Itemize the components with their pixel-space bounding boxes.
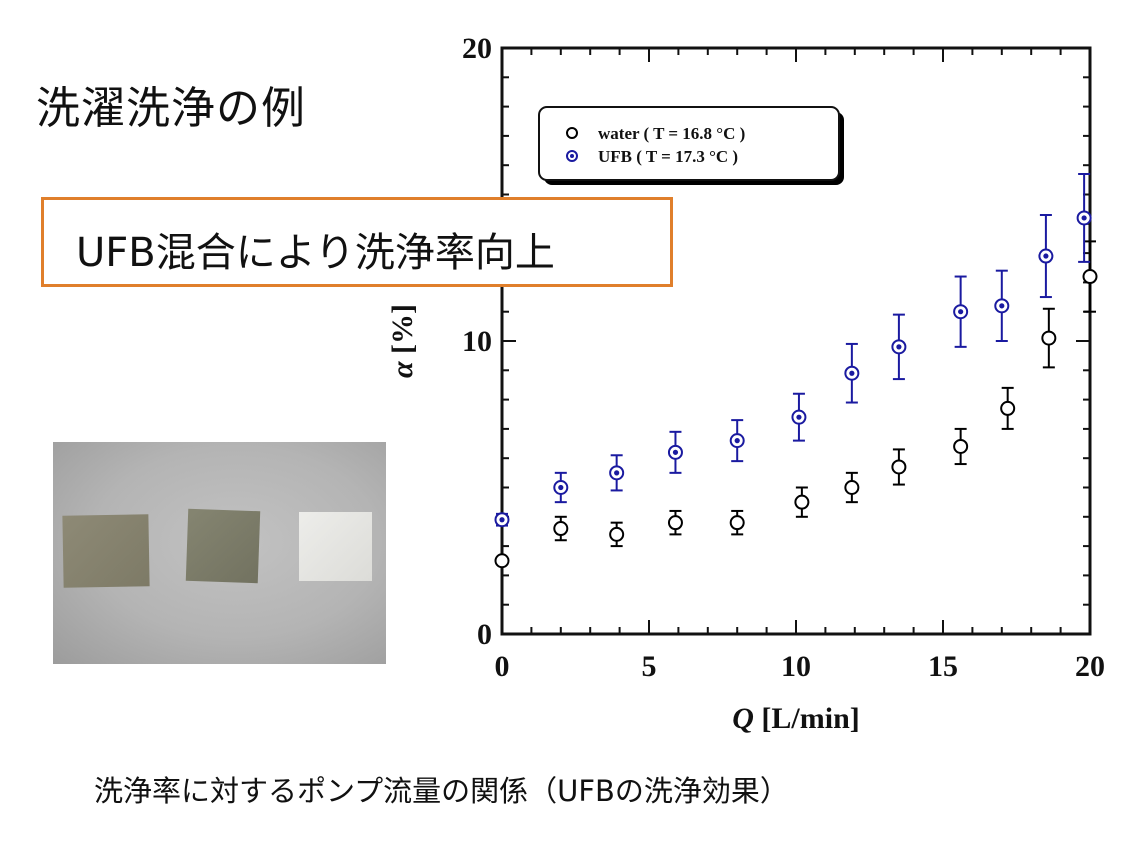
data-point-dot xyxy=(499,517,505,523)
x-axis-symbol: Q xyxy=(732,702,754,735)
data-point xyxy=(1000,400,1016,416)
slide-title: 洗濯洗浄の例 xyxy=(36,83,306,134)
legend: water ( T = 16.8 °C ) UFB ( T = 17.3 °C … xyxy=(538,106,844,185)
data-point xyxy=(891,459,907,475)
data-point-dot xyxy=(999,303,1005,309)
series-ufb xyxy=(494,172,1092,528)
y-axis-symbol: α xyxy=(386,361,419,378)
x-axis-title: Q [L/min] xyxy=(732,702,860,735)
data-point-dot xyxy=(849,370,855,376)
data-point-dot xyxy=(1081,215,1087,221)
y-tick-label: 0 xyxy=(477,618,492,651)
y-axis-unit: [%] xyxy=(386,304,419,361)
data-point-dot xyxy=(614,470,620,476)
fabric-swatch-soiled xyxy=(62,514,150,588)
y-tick-label: 20 xyxy=(462,32,492,65)
data-point-dot xyxy=(734,438,740,444)
chart-caption: 洗浄率に対するポンプ流量の関係（UFBの洗浄効果） xyxy=(94,774,789,808)
data-point-dot xyxy=(672,449,679,455)
data-point-dot xyxy=(958,309,964,315)
x-tick-label: 5 xyxy=(642,650,657,683)
data-point xyxy=(1041,330,1057,346)
legend-label-ufb: UFB ( T = 17.3 °C ) xyxy=(598,147,738,166)
data-point-dot xyxy=(558,484,564,491)
data-point xyxy=(1082,269,1098,285)
fabric-swatch-washed-ufb xyxy=(299,512,372,581)
data-point xyxy=(729,515,745,531)
legend-marker-water xyxy=(566,127,578,139)
tick-labels: 0 5 10 15 20 0 10 20 xyxy=(462,32,1105,683)
data-point xyxy=(609,526,625,542)
data-point xyxy=(494,553,510,569)
data-point-dot xyxy=(896,344,902,350)
data-point xyxy=(953,438,969,454)
callout-box: UFB混合により洗浄率向上 xyxy=(41,197,673,287)
y-axis-title: α [%] xyxy=(386,304,419,378)
callout-text: UFB混合により洗浄率向上 xyxy=(76,230,555,276)
legend-box xyxy=(538,106,840,181)
legend-marker-ufb-dot xyxy=(570,154,574,158)
x-axis-unit: [L/min] xyxy=(754,702,860,735)
x-tick-label: 15 xyxy=(928,650,958,683)
data-point-dot xyxy=(796,414,802,420)
y-tick-label: 10 xyxy=(462,325,492,358)
data-point xyxy=(553,521,569,537)
data-point xyxy=(667,515,683,531)
legend-label-water: water ( T = 16.8 °C ) xyxy=(598,124,745,143)
data-point xyxy=(794,494,810,510)
fabric-swatch-washed-water xyxy=(185,508,261,584)
x-tick-label: 20 xyxy=(1075,650,1105,683)
x-tick-label: 10 xyxy=(781,650,811,683)
series-water xyxy=(494,240,1098,569)
series-layer xyxy=(494,172,1098,569)
data-point xyxy=(844,480,860,495)
x-tick-label: 0 xyxy=(495,650,510,683)
data-point-dot xyxy=(1043,253,1049,259)
fabric-photo xyxy=(53,442,386,664)
